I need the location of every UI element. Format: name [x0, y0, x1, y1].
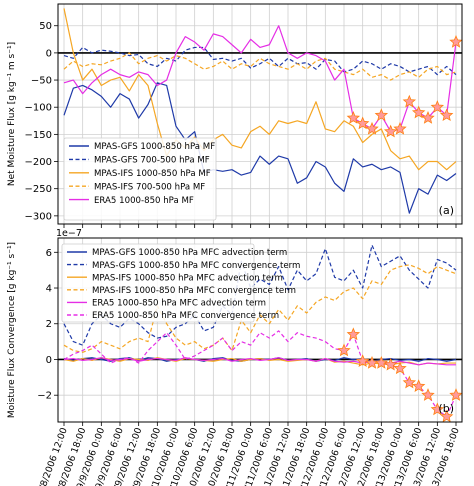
- series-marker-star: [421, 111, 435, 124]
- y-tick-label: 2: [46, 319, 52, 330]
- legend-label: MPAS-GFS 1000-850 hPa MF: [94, 142, 215, 152]
- legend-box: [63, 137, 217, 221]
- legend: MPAS-GFS 1000-850 hPa MFC advection term…: [61, 243, 300, 323]
- y-tick-label: −200: [25, 157, 52, 168]
- y-tick-label: 50: [39, 21, 52, 32]
- series-line-2: [63, 8, 457, 171]
- y-tick-label: 6: [46, 248, 52, 259]
- y-axis-label: Net Moisture Flux [g kg⁻¹ m s⁻¹]: [7, 42, 17, 186]
- legend-label: MPAS-GFS 700-500 hPa MF: [94, 156, 210, 166]
- series-marker-star: [346, 327, 361, 341]
- panel-a: 50 0 −50 −100 −150 −200 −250 −300 MPAS-GFS 1000-…: [7, 3, 463, 228]
- series-marker-star: [430, 402, 445, 416]
- y-scale-label: 1e−7: [56, 228, 82, 239]
- legend: MPAS-GFS 1000-850 hPa MF MPAS-GFS 700-500…: [63, 137, 217, 221]
- legend-label: MPAS-IFS 1000-850 hPa MF: [94, 169, 211, 179]
- series-marker-star: [337, 343, 351, 357]
- series-marker-star: [430, 100, 445, 113]
- legend-box: [61, 243, 255, 323]
- y-tick-label: −250: [25, 184, 52, 195]
- series-marker-star: [439, 409, 454, 423]
- series-line-0: [63, 82, 457, 214]
- series-marker-star: [439, 108, 454, 122]
- y-tick-label: 0: [46, 355, 52, 366]
- panel-b: 6 4 2 0 −2 MPAS-GFS 1000-850 hPa MFC advectio…: [7, 228, 463, 426]
- y-tick-label: −100: [25, 103, 52, 114]
- axes-frame: [57, 237, 463, 423]
- legend-label: MPAS-IFS 1000-850 hPa MFC convergence te…: [92, 286, 296, 296]
- series-marker-star: [374, 356, 389, 369]
- axes-frame: [57, 3, 463, 225]
- series-marker-star: [374, 108, 389, 122]
- series-line-3: [63, 264, 457, 353]
- series-line-1: [63, 244, 457, 346]
- series-marker-star: [393, 361, 407, 375]
- legend-label: MPAS-GFS 1000-850 hPa MFC convergence te…: [92, 261, 300, 271]
- y-tick-label: −300: [25, 211, 52, 222]
- series-marker-star: [449, 34, 463, 48]
- legend-label: ERA5 1000-850 hPa MFC advection term: [92, 299, 266, 309]
- y-axis-label: Moisture Flux Convergence [g kg⁻¹ s⁻¹]: [7, 242, 17, 418]
- y-tick-label: −50: [31, 76, 52, 87]
- y-tick-label: 0: [46, 48, 52, 59]
- series-line-3: [63, 52, 457, 81]
- legend-label: MPAS-IFS 1000-850 hPa MFC advection term: [92, 273, 283, 283]
- legend-label: MPAS-IFS 700-500 hPa MF: [94, 182, 205, 192]
- series-line-4: [63, 25, 457, 133]
- series-marker-star: [421, 388, 435, 401]
- series-marker-star: [411, 105, 426, 119]
- panel-label: (a): [439, 204, 454, 217]
- series-line-1: [63, 46, 457, 76]
- series-marker-star: [393, 121, 407, 135]
- series-marker-star: [402, 375, 417, 389]
- series-marker-star: [383, 124, 398, 138]
- series-marker-star: [449, 388, 463, 401]
- legend-label: ERA5 1000-850 hPa MFC convergence term: [92, 311, 279, 321]
- y-tick-label: −150: [25, 130, 52, 141]
- series-marker-star: [383, 357, 398, 371]
- series-marker-star: [365, 121, 379, 135]
- series-marker-star: [411, 379, 426, 392]
- series-marker-star: [346, 111, 361, 124]
- series-marker-star: [355, 354, 370, 367]
- legend-label: ERA5 1000-850 hPa MF: [94, 196, 194, 206]
- series-marker-star: [402, 94, 417, 108]
- legend-label: MPAS-GFS 1000-850 hPa MFC advection term: [92, 248, 287, 258]
- series-line-5: [63, 330, 457, 418]
- panel-label: (b): [438, 402, 454, 415]
- series-marker-star: [355, 116, 370, 130]
- y-tick-label: −2: [37, 391, 52, 402]
- y-tick-label: 4: [46, 284, 52, 295]
